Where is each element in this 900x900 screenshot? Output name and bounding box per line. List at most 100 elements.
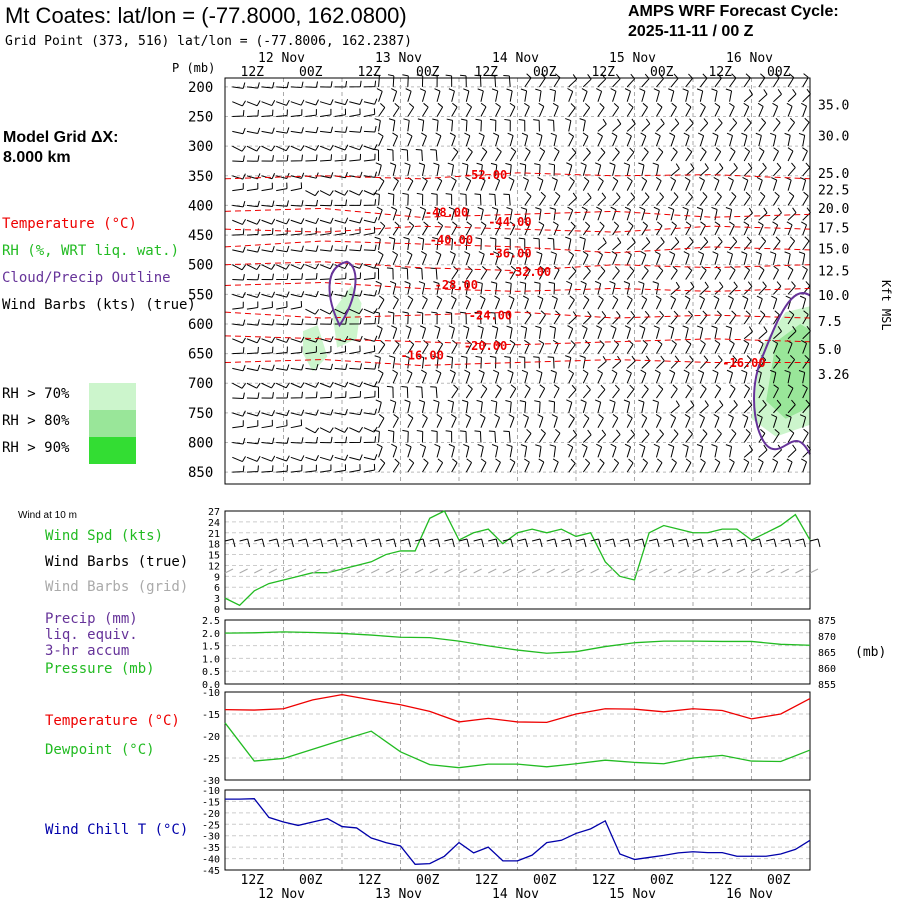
- wind-barb: [363, 290, 378, 297]
- grid-wind-barb: [444, 568, 453, 574]
- wind-barb: [480, 458, 487, 473]
- wind-barb: [553, 428, 561, 443]
- wind-barb: [626, 147, 635, 162]
- wind-barb: [334, 345, 347, 355]
- wind10-title: Wind at 10 m: [18, 510, 77, 521]
- grid-wind-barb: [224, 568, 234, 574]
- surface-wind-barb: [809, 538, 821, 548]
- wind-barb: [801, 221, 808, 236]
- wind-barb: [699, 102, 706, 117]
- wind-barb: [401, 385, 409, 399]
- wind-barb: [549, 88, 556, 102]
- wind-barb: [597, 221, 605, 236]
- wind-barb: [319, 172, 334, 179]
- surface-wind-barb: [268, 538, 280, 548]
- wind-barb: [524, 191, 532, 206]
- wind-barb: [670, 102, 677, 117]
- wind-barb: [521, 251, 529, 265]
- wind-barb: [802, 354, 810, 369]
- wind-barb: [581, 443, 588, 458]
- wind-barb: [712, 369, 719, 384]
- wind-barb: [670, 221, 677, 236]
- wind-barb: [475, 237, 482, 250]
- wind-barb: [319, 290, 334, 298]
- wind-barb: [729, 265, 736, 280]
- wind-barb: [582, 295, 590, 310]
- wind-barb: [597, 384, 606, 399]
- wind-barb: [334, 80, 348, 88]
- wind-barb: [787, 191, 795, 206]
- top-time-label: 00Z: [299, 65, 323, 80]
- wind-barb: [729, 339, 735, 354]
- wind-barb: [581, 206, 588, 221]
- wind-barb: [488, 193, 497, 206]
- wind-barb: [533, 356, 540, 369]
- wind-barb: [363, 189, 378, 196]
- wind-barb: [246, 346, 259, 355]
- wind-barb: [276, 419, 288, 429]
- wind-barb: [434, 206, 441, 221]
- wind-barb: [416, 311, 424, 324]
- wind-barb: [305, 99, 319, 106]
- cloud-outline: [753, 292, 811, 455]
- wind-barb: [275, 263, 290, 270]
- value-tick-label: -20: [202, 732, 220, 743]
- wind-barb: [787, 310, 795, 325]
- wind-barb: [757, 339, 764, 354]
- wind-barb: [334, 199, 348, 207]
- wind-barb: [261, 301, 273, 310]
- wind-barb: [785, 414, 792, 428]
- wind-barb: [641, 340, 648, 354]
- wind-barb: [682, 88, 689, 102]
- wind-barb: [550, 369, 557, 384]
- wind-barb: [623, 162, 631, 176]
- height-tick-label: 25.0: [818, 167, 849, 182]
- wind-barb: [534, 400, 541, 413]
- temperature-contour: [224, 335, 811, 346]
- wind-barb: [261, 155, 274, 162]
- wind-barb: [378, 340, 386, 354]
- wind-barb: [669, 132, 676, 147]
- wind-barb: [539, 191, 546, 206]
- wind-barb: [415, 149, 423, 162]
- wind-barb: [276, 364, 290, 371]
- wind-barb: [787, 162, 796, 177]
- wind-barb: [549, 325, 556, 339]
- wind-barb: [418, 399, 426, 413]
- legend-rh70-swatch: [89, 383, 136, 410]
- height-tick-label: 22.5: [818, 183, 849, 198]
- height-tick-label: 20.0: [818, 202, 849, 217]
- wind-barb: [406, 251, 413, 265]
- wind-barb: [771, 414, 778, 428]
- wind-barb: [533, 119, 540, 132]
- grid-wind-barb: [619, 568, 629, 574]
- wind-barb: [610, 325, 617, 339]
- bottom-time-label: 12Z: [475, 873, 499, 888]
- wind-barb: [699, 265, 707, 280]
- wind-barb: [376, 88, 383, 102]
- wind-barb: [509, 384, 517, 399]
- wind-barb: [699, 236, 709, 251]
- wind-barb: [610, 88, 617, 102]
- wind-barb: [743, 458, 750, 473]
- wind-barb: [461, 355, 468, 369]
- wind-barb: [421, 176, 428, 191]
- wind-barb: [596, 325, 603, 339]
- grid-wind-barb: [780, 568, 789, 574]
- wind-barb: [406, 132, 413, 147]
- forecast-cycle-label: AMPS WRF Forecast Cycle:: [628, 3, 839, 20]
- wind-barb: [713, 414, 720, 428]
- grid-wind-barb: [546, 568, 555, 574]
- wind-barb: [641, 295, 648, 310]
- wind-barb: [519, 163, 527, 176]
- grid-wind-barb: [663, 568, 672, 574]
- surface-wind-barb: [458, 538, 470, 548]
- wind-barb: [758, 162, 767, 177]
- wind-barb: [770, 251, 777, 265]
- wind-barb: [670, 384, 678, 399]
- wind-barb: [684, 295, 691, 310]
- wind-barb: [683, 251, 690, 265]
- wind-barb: [639, 443, 646, 458]
- wind-barb: [524, 384, 531, 399]
- wind-barb: [334, 126, 348, 133]
